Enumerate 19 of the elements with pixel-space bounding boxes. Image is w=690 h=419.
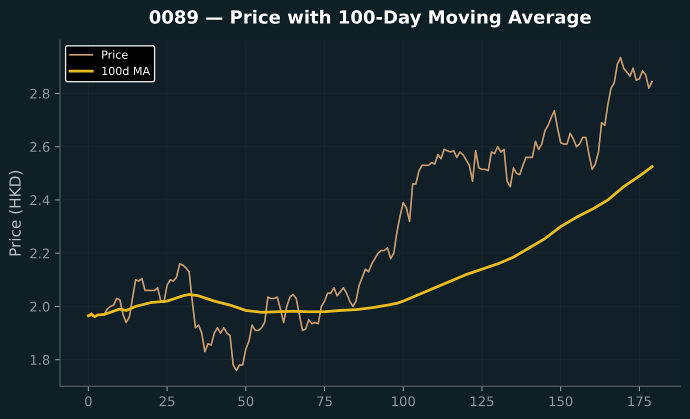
y-tick-label: 1.8 [30,354,50,365]
chart-title: 0089 — Price with 100-Day Moving Average [150,10,591,28]
x-tick-label: 125 [470,396,494,406]
y-tick-label: 2.0 [30,302,50,312]
legend-label: Price [102,50,128,59]
y-tick-label: 2.8 [30,88,50,99]
x-tick-label: 50 [238,396,254,406]
x-tick-label: 100 [392,396,415,406]
x-tick-label: 175 [628,396,651,406]
y-tick-label: 2.4 [30,195,50,205]
x-tick-label: 25 [160,396,174,406]
x-tick-label: 75 [317,396,332,406]
x-tick-label: 0 [85,396,92,406]
y-axis-title: Price (HKD) [8,170,23,256]
x-tick-label: 150 [550,396,572,406]
legend-label: 100d MA [102,66,150,76]
y-tick-label: 2.6 [30,142,50,152]
y-tick-label: 2.2 [30,248,49,258]
line-series [86,165,654,318]
